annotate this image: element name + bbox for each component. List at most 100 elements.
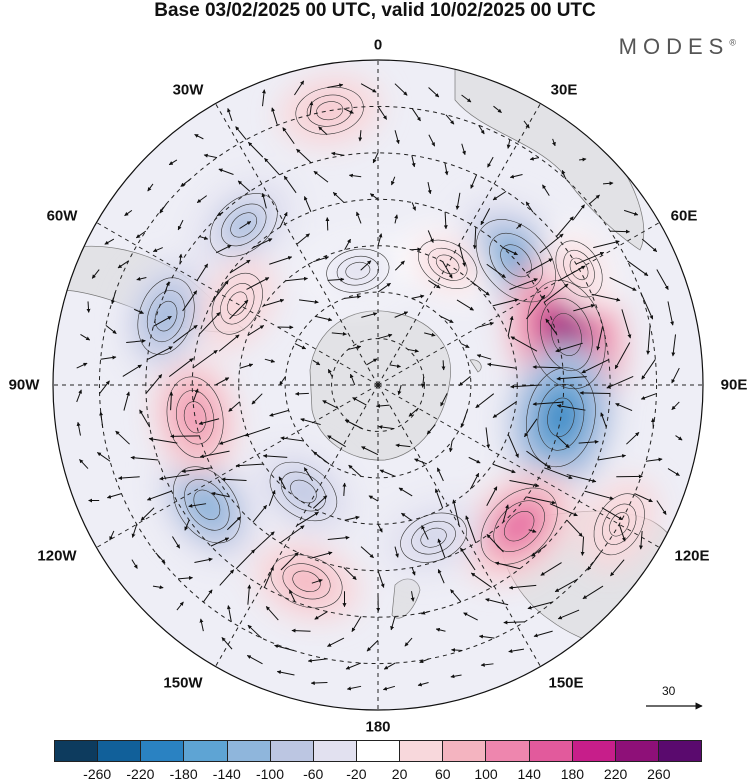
wind-vector-arrow	[375, 403, 390, 408]
wind-vector-arrow	[276, 670, 295, 676]
wind-vector-arrow	[407, 348, 419, 353]
wind-vector-arrow	[211, 491, 230, 498]
wind-vector-arrow	[169, 391, 174, 411]
wind-vector-arrow	[140, 507, 155, 521]
wind-vector-arrow	[155, 552, 166, 564]
wind-vector-arrow	[542, 184, 550, 196]
anomaly-contour	[504, 511, 535, 542]
wind-vector-arrow	[152, 585, 164, 590]
wind-vector-arrow	[271, 107, 278, 126]
wind-vector-arrow	[638, 530, 643, 550]
wind-vector-arrow	[428, 134, 436, 147]
wind-vector-arrow	[581, 359, 609, 374]
wind-vector-arrow	[621, 309, 632, 339]
anomaly-blob	[503, 510, 536, 543]
anomaly-contour	[280, 471, 326, 512]
wind-vector-arrow	[311, 578, 323, 584]
wind-vector-arrow	[609, 277, 637, 291]
wind-vector-arrow	[532, 401, 563, 406]
wind-vector-arrow	[285, 276, 308, 282]
wind-vector-arrow	[470, 572, 492, 588]
wind-vector-arrow	[366, 639, 379, 652]
wind-vector-arrow	[360, 260, 372, 271]
wind-vector-arrow	[327, 535, 350, 541]
wind-vector-arrow	[300, 418, 321, 426]
wind-vector-arrow	[556, 435, 570, 449]
wind-vector-arrow	[361, 446, 379, 456]
wind-vector-arrow	[264, 157, 280, 176]
lon-label-90e: 90E	[720, 376, 748, 394]
anomaly-contour	[550, 313, 582, 356]
wind-vector-arrow	[377, 524, 383, 533]
anomaly-contour	[326, 248, 390, 293]
wind-vector-arrow	[584, 490, 614, 500]
wind-vector-arrow	[80, 334, 91, 341]
wind-vector-arrow	[470, 174, 477, 189]
wind-vector-arrow	[579, 390, 610, 395]
wind-vector-arrow	[377, 233, 383, 246]
wind-vector-arrow	[476, 354, 492, 360]
wind-vector-arrow	[252, 505, 267, 523]
anomaly-contour	[230, 212, 258, 238]
wind-vector-arrow	[555, 342, 583, 353]
wind-vector-arrow	[394, 83, 408, 96]
anomaly-blob	[315, 100, 344, 121]
wind-vector-arrow	[294, 343, 307, 350]
wind-vector-arrow	[210, 537, 230, 547]
wind-vector-arrow	[475, 393, 495, 409]
wind-vector-arrow	[168, 159, 178, 166]
wind-vector-arrow	[434, 488, 444, 509]
colorbar-tick-label: 100	[474, 766, 498, 782]
wind-vector-arrow	[327, 83, 344, 88]
wind-vector-arrow	[397, 384, 402, 396]
wind-vector-arrow	[226, 516, 241, 531]
wind-vector-arrow	[235, 463, 264, 468]
wind-vector-arrow	[172, 324, 198, 344]
colorbar-swatch	[572, 741, 616, 761]
lon-label-60e: 60E	[670, 207, 698, 225]
wind-vector-arrow	[360, 546, 374, 559]
wind-vector-arrow	[298, 299, 319, 304]
wind-vector-arrow	[451, 647, 463, 652]
wind-vector-arrow	[136, 276, 147, 281]
wind-vector-arrow	[448, 440, 453, 453]
wind-vector-arrow	[478, 321, 495, 328]
colorbar	[54, 740, 702, 762]
wind-vector-arrow	[177, 219, 184, 231]
wind-vector-arrow	[383, 662, 396, 670]
wind-vector-arrow	[91, 269, 100, 279]
wind-vector-arrow	[153, 315, 172, 327]
wind-vector-arrow	[419, 658, 430, 664]
wind-vector-arrow	[428, 280, 441, 289]
wind-vector-arrow	[248, 141, 264, 158]
anomaly-blob	[229, 211, 258, 239]
wind-vector-arrow	[310, 681, 328, 686]
colorbar-swatch	[658, 741, 702, 761]
wind-vector-arrow	[313, 256, 329, 263]
wind-vector-arrow	[239, 363, 254, 369]
wind-vector-arrow	[544, 467, 573, 480]
reference-arrow-icon	[646, 702, 703, 710]
colorbar-tick-label: -180	[169, 766, 198, 782]
wind-vector-arrow	[171, 536, 181, 549]
wind-vector-arrow	[492, 298, 519, 307]
anomaly-contour	[146, 290, 186, 343]
wind-vector-arrow	[455, 192, 461, 210]
wind-vector-arrow	[177, 575, 193, 580]
wind-vector-arrow	[344, 238, 351, 251]
wind-vector-arrow	[111, 292, 116, 305]
anomaly-contour	[295, 86, 364, 135]
colorbar-tick-label: -100	[255, 766, 285, 782]
wind-vector-arrow	[532, 365, 563, 370]
anomaly-contour	[282, 563, 331, 600]
kerguelen	[469, 359, 482, 373]
wind-vector-arrow	[246, 655, 263, 665]
wind-vector-arrow	[348, 173, 362, 178]
wind-vector-arrow	[445, 114, 455, 125]
wind-vector-arrow	[280, 552, 299, 571]
lon-label-90w: 90W	[8, 376, 40, 394]
reference-vector: 30	[640, 684, 710, 714]
lon-label-150e: 150E	[548, 674, 584, 692]
wind-vector-arrow	[411, 155, 416, 168]
